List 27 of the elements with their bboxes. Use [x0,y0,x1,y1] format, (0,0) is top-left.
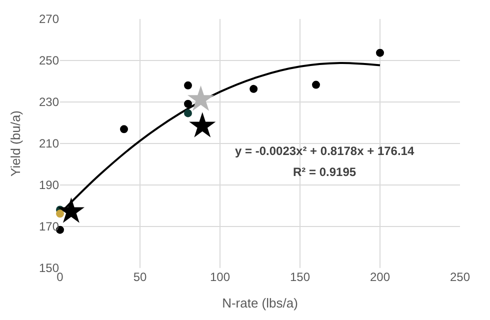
y-tick-label: 250 [38,54,60,68]
x-tick-label: 50 [133,270,147,284]
x-tick-label: 150 [290,270,310,284]
point [184,109,192,118]
point [58,198,85,223]
point [376,48,384,57]
x-tick-label: 0 [56,270,64,284]
annotation: y = -0.0023x² + 0.8178x + 176.14 [235,144,414,158]
x-axis-title: N-rate (lbs/a) [222,296,298,311]
point [184,100,192,108]
x-tick-label: 200 [370,270,390,284]
y-tick-label: 230 [38,95,60,110]
point [312,80,320,89]
y-axis-title: Yield (bu/a) [8,110,23,176]
y-tick-label: 270 [38,12,60,26]
point [250,84,258,93]
y-tick-label: 210 [38,136,60,151]
y-tick-label: 190 [38,178,60,192]
point [120,125,128,134]
annotation: R² = 0.9195 [293,165,356,179]
x-tick-label: 250 [450,270,470,284]
point [56,210,64,218]
point [187,86,214,111]
y-tick-label: 170 [38,220,60,234]
point [189,112,216,138]
x-tick-label: 100 [210,270,230,284]
point [184,81,192,90]
